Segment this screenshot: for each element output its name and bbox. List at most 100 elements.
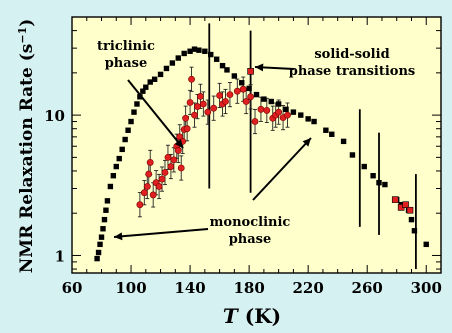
data-point-black-square (116, 155, 122, 162)
x-axis-label: T (K) (223, 304, 281, 328)
data-point-red-circle (161, 169, 169, 176)
data-point-red-circle (191, 111, 198, 119)
data-point-red-circle (146, 159, 154, 166)
data-point-black-square (261, 96, 267, 102)
data-point-black-square (107, 183, 114, 190)
annotation-line: solid-solid (314, 47, 389, 62)
annotation-line: phase (105, 56, 148, 71)
arrow-transitions-head (255, 63, 264, 72)
data-point-red-circle (204, 108, 212, 116)
data-point-black-square (219, 62, 226, 69)
data-point-red-circle (210, 104, 218, 112)
data-point-red-circle (140, 189, 148, 197)
arrow-monoclinic-left (113, 228, 209, 238)
data-point-black-square (97, 241, 103, 248)
data-point-red-circle (275, 108, 283, 116)
data-point-red-square (247, 68, 254, 75)
annotation-monoclinic: monoclinic phase (210, 215, 291, 247)
data-point-red-circle (183, 125, 191, 133)
data-point-black-square (122, 136, 128, 143)
data-point-black-square (163, 65, 170, 72)
data-point-black-square (275, 101, 282, 107)
y-axis-label: NMR Relaxation Rate (s−1) (16, 19, 38, 274)
data-point-black-square (202, 48, 208, 54)
x-tick-label: 140 (174, 279, 205, 297)
data-point-red-square (391, 196, 399, 203)
arrow-monoclinic-right (252, 137, 312, 201)
data-point-black-square (125, 127, 131, 133)
annotation-line: phase (229, 232, 272, 247)
data-point-black-square (224, 67, 230, 73)
y-tick-label: 10 (44, 107, 65, 125)
data-point-red-circle (149, 191, 157, 199)
x-tick-label: 260 (352, 279, 383, 297)
annotation-line: triclinic (97, 39, 155, 54)
data-point-black-square (137, 94, 143, 100)
data-point-red-square (402, 201, 409, 208)
data-point-black-square (191, 46, 198, 52)
data-point-black-square (103, 207, 109, 213)
data-point-black-square (290, 109, 297, 115)
data-point-black-square (268, 98, 274, 105)
data-point-black-square (196, 47, 202, 53)
data-point-red-circle (136, 201, 144, 209)
x-tick-label: 180 (233, 279, 264, 297)
data-point-black-square (382, 181, 388, 188)
annotation-transitions: solid-solid phase transitions (289, 47, 415, 79)
data-point-red-circle (284, 111, 291, 119)
data-point-black-square (370, 173, 376, 179)
data-point-black-square (181, 50, 187, 57)
data-point-black-square (340, 138, 347, 145)
data-point-red-circle (199, 100, 207, 108)
arrow-monoclinic-right-head (302, 138, 311, 147)
data-point-red-square (406, 206, 414, 214)
data-point-black-square (208, 51, 214, 58)
data-point-black-square (311, 118, 317, 125)
annotation-line: phase transitions (289, 64, 415, 79)
data-point-red-circle (197, 92, 204, 100)
data-point-red-circle (145, 170, 153, 178)
data-point-black-square (104, 198, 111, 204)
x-tick-label: 60 (62, 279, 83, 297)
data-point-black-square (157, 71, 164, 78)
data-point-red-circle (143, 183, 151, 190)
data-point-black-square (119, 146, 125, 153)
data-point-red-circle (239, 85, 247, 93)
data-point-red-circle (194, 103, 201, 110)
data-point-black-square (361, 163, 367, 170)
data-point-black-square (349, 152, 356, 158)
data-point-black-square (213, 56, 220, 62)
data-point-red-circle (222, 98, 229, 105)
x-tick-label: 100 (115, 279, 146, 297)
data-point-black-square (98, 234, 105, 240)
data-point-red-circle (182, 114, 190, 122)
data-point-red-circle (188, 75, 195, 83)
data-point-red-circle (174, 147, 182, 154)
y-tick-label: 1 (55, 247, 65, 265)
data-point-black-square (151, 76, 158, 82)
data-point-red-circle (226, 91, 234, 98)
data-point-black-square (329, 131, 335, 137)
data-point-black-square (187, 48, 193, 54)
arrow-triclinic (127, 79, 184, 149)
data-point-red-circle (177, 164, 185, 172)
data-point-black-square (143, 84, 149, 90)
data-point-black-square (95, 249, 102, 256)
data-point-black-square (323, 127, 329, 133)
data-point-black-square (134, 101, 140, 107)
data-point-black-square (239, 80, 245, 86)
data-point-red-circle (158, 175, 166, 183)
data-point-red-circle (216, 92, 223, 99)
annotation-triclinic: triclinic phase (97, 39, 155, 71)
data-point-black-square (423, 241, 429, 248)
data-point-red-circle (247, 93, 254, 101)
annotation-line: monoclinic (210, 215, 291, 230)
data-layer (94, 23, 429, 270)
data-point-black-square (305, 116, 311, 122)
data-point-black-square (140, 88, 146, 94)
data-point-black-square (169, 60, 176, 66)
data-point-red-circle (251, 118, 259, 125)
data-point-red-circle (164, 153, 172, 161)
data-point-black-square (94, 255, 100, 262)
data-point-black-square (231, 73, 238, 79)
